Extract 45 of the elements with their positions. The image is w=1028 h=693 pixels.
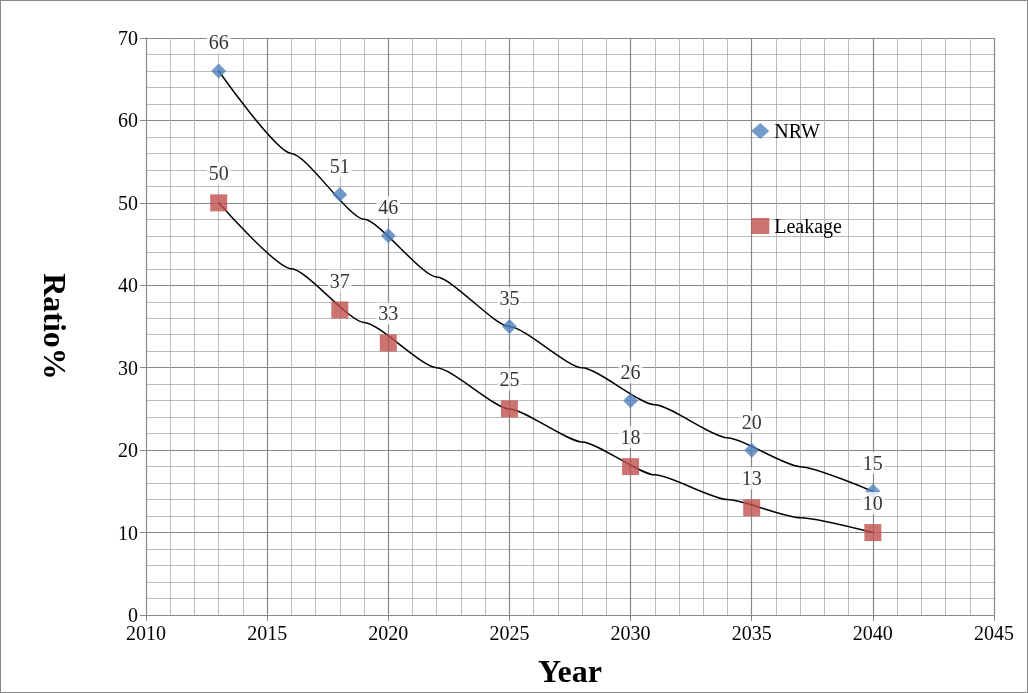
point <box>622 458 640 476</box>
point <box>211 63 227 79</box>
x-tick-label: 2025 <box>489 622 530 644</box>
x-tick-label: 2035 <box>731 622 772 644</box>
y-tick-label: 70 <box>118 27 138 49</box>
y-tick-label: 60 <box>118 109 138 132</box>
x-tick-label: 2045 <box>974 622 1014 644</box>
point <box>743 499 761 517</box>
data-label: 25 <box>499 368 520 391</box>
y-tick-label: 30 <box>118 356 138 379</box>
point <box>501 319 517 334</box>
y-tick-label: 20 <box>118 439 138 462</box>
x-tick-label: 2015 <box>247 622 288 644</box>
data-label: 26 <box>620 361 641 384</box>
data-label: 46 <box>378 196 399 219</box>
data-label: 66 <box>208 31 229 54</box>
legend-label: NRW <box>774 120 820 142</box>
x-tick-label: 2020 <box>368 622 409 644</box>
x-tick-label: 2030 <box>610 622 651 644</box>
data-label: 13 <box>741 467 762 490</box>
data-label: 15 <box>862 451 883 474</box>
data-label: 10 <box>862 492 883 515</box>
x-tick-label: 2040 <box>852 622 893 644</box>
point <box>210 194 228 212</box>
y-tick-label: 40 <box>118 274 138 297</box>
data-label: 37 <box>329 269 350 292</box>
data-label: 50 <box>208 162 229 185</box>
point <box>864 524 882 542</box>
data-label: 33 <box>378 302 399 325</box>
data-label: 18 <box>620 426 641 449</box>
legend-label: Leakage <box>774 215 843 238</box>
data-label: 51 <box>329 155 350 178</box>
point <box>623 393 639 409</box>
x-axis-title: Year <box>538 653 602 689</box>
point <box>332 187 348 203</box>
point <box>500 400 518 418</box>
point <box>379 334 397 352</box>
y-tick-label: 50 <box>118 191 138 214</box>
point <box>331 301 349 319</box>
data-label: 35 <box>499 287 520 309</box>
point <box>380 228 396 244</box>
y-axis-title: Ratio% <box>37 273 73 380</box>
point <box>744 442 760 458</box>
y-tick-label: 10 <box>118 521 138 544</box>
data-label: 20 <box>741 410 762 433</box>
